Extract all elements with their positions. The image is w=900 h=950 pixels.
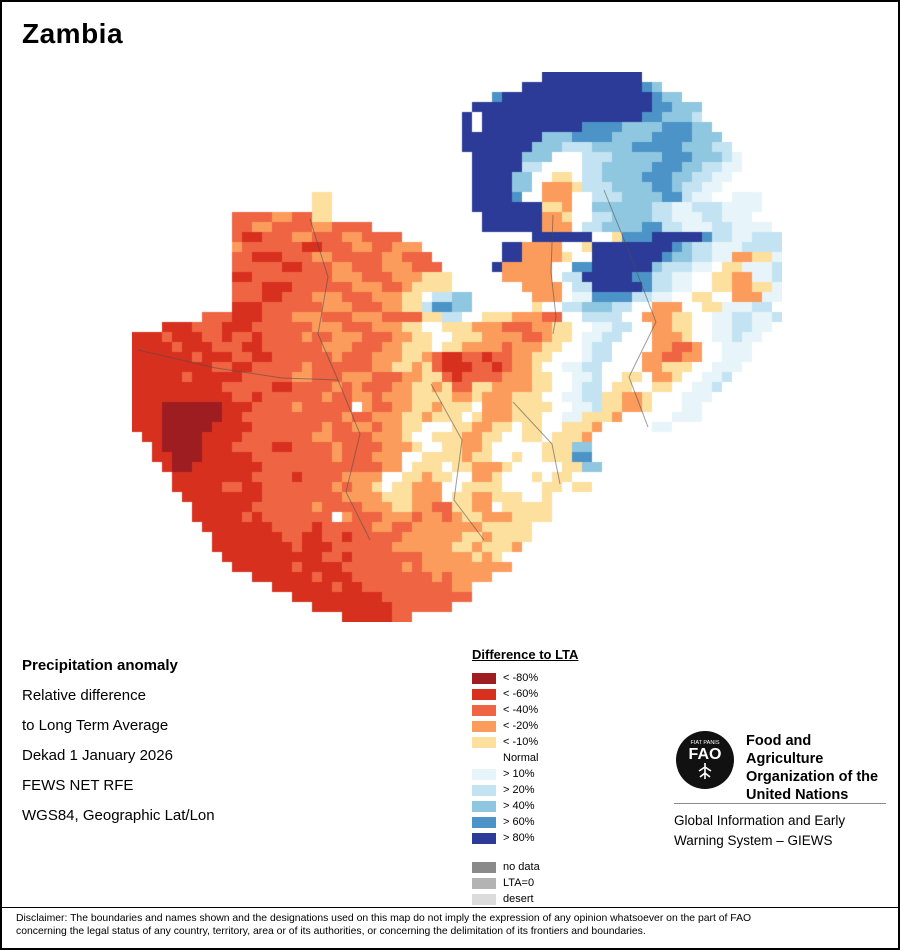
legend: Difference to LTA < -80% < -60% < -40% < -2… bbox=[472, 647, 578, 907]
legend-swatch bbox=[472, 816, 496, 828]
legend-row: > 20% bbox=[472, 782, 578, 798]
legend-swatch bbox=[472, 672, 496, 684]
disclaimer-line: Disclaimer: The boundaries and names sho… bbox=[16, 913, 752, 924]
info-heading: Precipitation anomaly bbox=[22, 656, 178, 674]
page-title: Zambia bbox=[22, 18, 124, 49]
legend-row: > 80% bbox=[472, 830, 578, 846]
legend-label: no data bbox=[503, 861, 540, 873]
fao-name-line: Food and Agriculture bbox=[746, 733, 824, 767]
legend-label: > 20% bbox=[503, 784, 535, 796]
fao-logo-icon: FAO FIAT PANIS bbox=[676, 731, 734, 789]
legend-row: LTA=0 bbox=[472, 875, 578, 891]
legend-swatch bbox=[472, 800, 496, 812]
info-line: Relative difference bbox=[22, 686, 146, 704]
fao-divider bbox=[674, 803, 886, 804]
legend-row: no data bbox=[472, 859, 578, 875]
disclaimer-line: concerning the legal status of any count… bbox=[16, 926, 646, 937]
legend-row: < -10% bbox=[472, 734, 578, 750]
legend-label: > 80% bbox=[503, 832, 535, 844]
precipitation-raster-canvas bbox=[132, 72, 782, 622]
legend-swatch bbox=[472, 832, 496, 844]
legend-row: desert bbox=[472, 891, 578, 907]
giews-line: Global Information and Early bbox=[674, 813, 846, 828]
fao-logo-motto: FIAT PANIS bbox=[690, 740, 719, 746]
legend-row: < -40% bbox=[472, 702, 578, 718]
legend-row: < -80% bbox=[472, 670, 578, 686]
legend-label: > 40% bbox=[503, 800, 535, 812]
fao-logo-text: FAO bbox=[689, 746, 722, 763]
giews-block: Global Information and Early Warning Sys… bbox=[674, 811, 845, 851]
legend-label: < -20% bbox=[503, 720, 539, 732]
legend-items: < -80% < -60% < -40% < -20% < -10% Normal > 10… bbox=[472, 670, 578, 846]
legend-label: < -80% bbox=[503, 672, 539, 684]
fao-name: Food and Agriculture Organization of the… bbox=[746, 729, 888, 804]
disclaimer: Disclaimer: The boundaries and names sho… bbox=[2, 907, 898, 938]
legend-label: Normal bbox=[503, 752, 539, 764]
info-line: FEWS NET RFE bbox=[22, 776, 134, 794]
legend-extra-items: no data LTA=0 desert bbox=[472, 859, 578, 907]
legend-swatch bbox=[472, 861, 496, 873]
legend-label: LTA=0 bbox=[503, 877, 535, 889]
legend-row: < -60% bbox=[472, 686, 578, 702]
fao-name-line: Organization of the bbox=[746, 769, 879, 785]
legend-swatch bbox=[472, 784, 496, 796]
legend-swatch bbox=[472, 736, 496, 748]
fao-block: FAO FIAT PANIS Food and Agriculture Orga… bbox=[674, 729, 888, 804]
legend-row: > 60% bbox=[472, 814, 578, 830]
legend-row: > 40% bbox=[472, 798, 578, 814]
legend-swatch bbox=[472, 893, 496, 905]
map-info-block: Precipitation anomaly Relative differenc… bbox=[22, 650, 215, 830]
legend-swatch bbox=[472, 688, 496, 700]
legend-label: > 10% bbox=[503, 768, 535, 780]
legend-label: > 60% bbox=[503, 816, 535, 828]
legend-label: < -40% bbox=[503, 704, 539, 716]
legend-label: < -10% bbox=[503, 736, 539, 748]
legend-title: Difference to LTA bbox=[472, 647, 579, 662]
info-line: to Long Term Average bbox=[22, 716, 169, 734]
legend-swatch bbox=[472, 720, 496, 732]
info-line: WGS84, Geographic Lat/Lon bbox=[22, 806, 215, 824]
giews-line: Warning System – GIEWS bbox=[674, 833, 833, 848]
legend-swatch bbox=[472, 768, 496, 780]
info-line: Dekad 1 January 2026 bbox=[22, 746, 173, 764]
fao-name-line: United Nations bbox=[746, 787, 849, 803]
legend-row: < -20% bbox=[472, 718, 578, 734]
legend-swatch bbox=[472, 752, 496, 764]
legend-row: > 10% bbox=[472, 766, 578, 782]
legend-swatch bbox=[472, 877, 496, 889]
legend-label: desert bbox=[503, 893, 534, 905]
map-container bbox=[132, 72, 782, 622]
legend-label: < -60% bbox=[503, 688, 539, 700]
legend-swatch bbox=[472, 704, 496, 716]
legend-row: Normal bbox=[472, 750, 578, 766]
